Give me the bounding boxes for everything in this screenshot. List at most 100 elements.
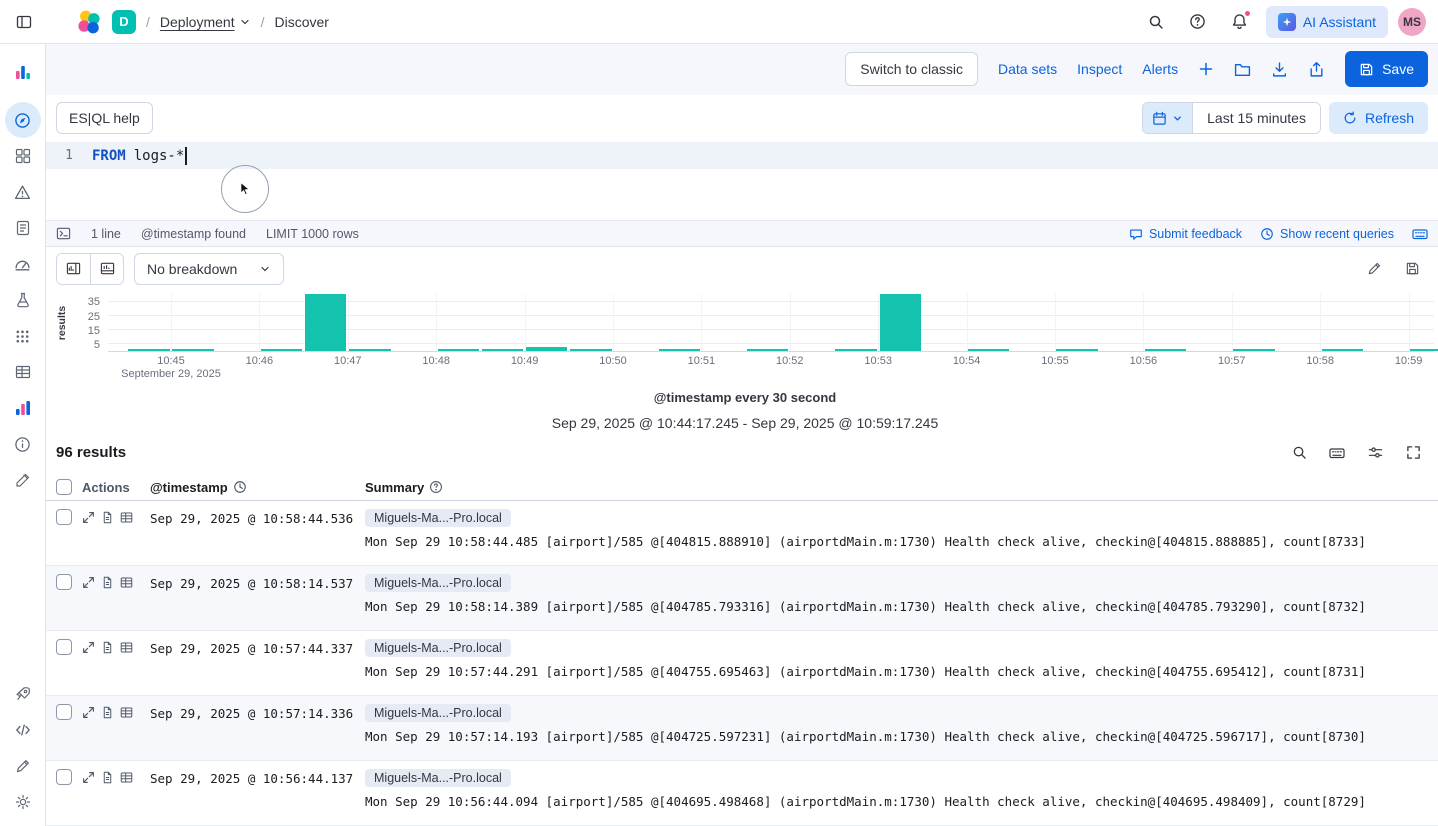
table-row[interactable]: Sep 29, 2025 @ 10:57:14.336 Miguels-Ma..… xyxy=(46,695,1438,761)
table-view-button[interactable] xyxy=(120,706,133,719)
histogram-bar[interactable] xyxy=(1321,349,1363,351)
table-row[interactable]: Sep 29, 2025 @ 10:56:44.137 Miguels-Ma..… xyxy=(46,761,1438,826)
row-checkbox[interactable] xyxy=(56,573,72,590)
histogram-bar[interactable] xyxy=(172,349,214,351)
grid-search-button[interactable] xyxy=(1284,438,1314,468)
expand-row-button[interactable] xyxy=(82,706,95,719)
host-badge[interactable]: Miguels-Ma...-Pro.local xyxy=(365,703,511,722)
expand-row-button[interactable] xyxy=(82,511,95,524)
doc-view-button[interactable] xyxy=(101,641,114,654)
inspect-link[interactable]: Inspect xyxy=(1077,61,1122,77)
host-badge[interactable]: Miguels-Ma...-Pro.local xyxy=(365,638,511,657)
histogram-bar[interactable] xyxy=(1056,349,1098,351)
table-row[interactable]: Sep 29, 2025 @ 10:57:44.337 Miguels-Ma..… xyxy=(46,631,1438,696)
row-checkbox[interactable] xyxy=(56,508,72,525)
sidebar-item-inventory[interactable] xyxy=(5,354,41,390)
share-button[interactable] xyxy=(1308,61,1325,78)
sidebar-item-dev-tools[interactable] xyxy=(5,712,41,748)
sidebar-item-dashboards[interactable] xyxy=(5,138,41,174)
doc-view-button[interactable] xyxy=(101,576,114,589)
expand-row-button[interactable] xyxy=(82,576,95,589)
histogram-plot[interactable] xyxy=(108,293,1438,352)
timestamp-column-header[interactable]: @timestamp xyxy=(150,480,365,495)
layout-bottom-button[interactable] xyxy=(90,253,123,284)
histogram-bar[interactable] xyxy=(1144,349,1187,351)
histogram-bar[interactable] xyxy=(349,349,391,351)
notifications-button[interactable] xyxy=(1224,6,1256,38)
sidebar-item-annotations[interactable] xyxy=(5,462,41,498)
expand-row-button[interactable] xyxy=(82,771,95,784)
sidebar-item-analytics[interactable] xyxy=(5,54,41,90)
histogram-bar[interactable] xyxy=(658,349,700,351)
sidebar-item-info[interactable] xyxy=(5,426,41,462)
edit-visualization-button[interactable] xyxy=(1358,253,1390,285)
histogram-bar[interactable] xyxy=(128,349,170,351)
breakdown-select[interactable]: No breakdown xyxy=(134,252,285,285)
histogram-bar[interactable] xyxy=(305,294,347,351)
search-button[interactable] xyxy=(1140,6,1172,38)
table-view-button[interactable] xyxy=(120,511,133,524)
doc-view-button[interactable] xyxy=(101,706,114,719)
histogram-bar[interactable] xyxy=(481,349,524,351)
doc-view-button[interactable] xyxy=(101,511,114,524)
histogram-bar[interactable] xyxy=(747,349,789,351)
sidebar-item-settings[interactable] xyxy=(5,784,41,820)
esql-help-button[interactable]: ES|QL help xyxy=(56,102,153,135)
sidebar-item-visualizations[interactable] xyxy=(5,390,41,426)
histogram-bar[interactable] xyxy=(526,346,568,351)
submit-feedback-link[interactable]: Submit feedback xyxy=(1129,227,1242,241)
histogram-bar[interactable] xyxy=(1233,349,1275,351)
table-view-button[interactable] xyxy=(120,576,133,589)
refresh-button[interactable]: Refresh xyxy=(1328,102,1428,135)
histogram-bar[interactable] xyxy=(260,349,303,351)
save-button[interactable]: Save xyxy=(1345,51,1428,88)
grid-keyboard-button[interactable] xyxy=(1322,438,1352,468)
sidebar-item-feedback[interactable] xyxy=(5,748,41,784)
sidebar-item-cases[interactable] xyxy=(5,210,41,246)
histogram-bar[interactable] xyxy=(437,349,479,351)
esql-query-line[interactable]: 1 FROM logs-* xyxy=(46,142,1438,170)
row-checkbox[interactable] xyxy=(56,638,72,655)
switch-to-classic-button[interactable]: Switch to classic xyxy=(845,52,978,87)
table-view-button[interactable] xyxy=(120,771,133,784)
row-checkbox[interactable] xyxy=(56,703,72,720)
table-row[interactable]: Sep 29, 2025 @ 10:58:44.536 Miguels-Ma..… xyxy=(46,501,1438,566)
histogram-bar[interactable] xyxy=(879,294,921,351)
sidebar-item-getting-started[interactable] xyxy=(5,676,41,712)
layout-left-button[interactable] xyxy=(57,253,90,284)
sidebar-item-discover[interactable] xyxy=(4,102,41,138)
nav-menu-button[interactable] xyxy=(8,6,40,38)
help-button[interactable] xyxy=(1182,6,1214,38)
keyboard-shortcuts-button[interactable] xyxy=(1412,226,1428,242)
user-avatar[interactable]: MS xyxy=(1398,7,1426,36)
esql-editor[interactable]: 1 FROM logs-* xyxy=(46,142,1438,220)
recent-queries-link[interactable]: Show recent queries xyxy=(1260,227,1394,241)
time-range-button[interactable]: Last 15 minutes xyxy=(1193,103,1320,134)
table-row[interactable]: Sep 29, 2025 @ 10:58:14.537 Miguels-Ma..… xyxy=(46,565,1438,631)
histogram-bar[interactable] xyxy=(968,349,1010,351)
breadcrumb-deployment[interactable]: Deployment xyxy=(160,14,251,30)
host-badge[interactable]: Miguels-Ma...-Pro.local xyxy=(365,573,511,592)
histogram-bar[interactable] xyxy=(835,349,877,351)
expand-row-button[interactable] xyxy=(82,641,95,654)
date-picker-button[interactable] xyxy=(1143,103,1194,134)
row-checkbox[interactable] xyxy=(56,768,72,785)
alerts-link[interactable]: Alerts xyxy=(1142,61,1178,77)
select-all-checkbox[interactable] xyxy=(56,479,72,496)
sidebar-item-machine-learning[interactable] xyxy=(5,318,41,354)
deployment-badge[interactable]: D xyxy=(112,9,136,34)
host-badge[interactable]: Miguels-Ma...-Pro.local xyxy=(365,508,511,527)
sidebar-item-slos[interactable] xyxy=(5,246,41,282)
elastic-logo[interactable] xyxy=(76,9,102,35)
ai-assistant-button[interactable]: AI Assistant xyxy=(1265,5,1388,38)
download-button[interactable] xyxy=(1271,61,1288,78)
new-session-button[interactable] xyxy=(1198,61,1214,77)
grid-fullscreen-button[interactable] xyxy=(1398,438,1428,468)
histogram-bar[interactable] xyxy=(1410,349,1438,351)
sidebar-item-aiops[interactable] xyxy=(5,282,41,318)
histogram-bar[interactable] xyxy=(570,349,612,351)
save-visualization-button[interactable] xyxy=(1396,253,1428,285)
sidebar-item-alerts[interactable] xyxy=(5,174,41,210)
table-view-button[interactable] xyxy=(120,641,133,654)
doc-view-button[interactable] xyxy=(101,771,114,784)
